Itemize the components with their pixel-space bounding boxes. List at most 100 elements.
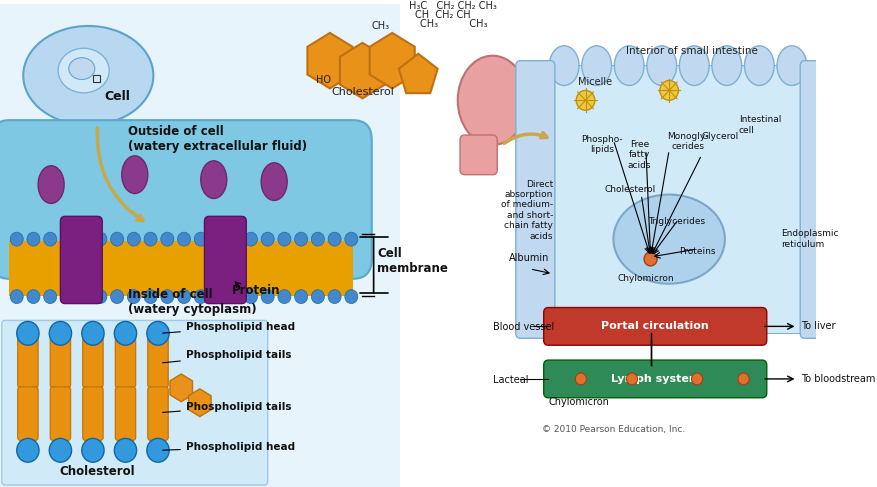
- Circle shape: [144, 290, 157, 303]
- Text: CH₃: CH₃: [371, 21, 389, 31]
- Text: Lacteal: Lacteal: [492, 375, 527, 385]
- Circle shape: [111, 232, 124, 246]
- Circle shape: [44, 290, 57, 303]
- Text: © 2010 Pearson Education, Inc.: © 2010 Pearson Education, Inc.: [541, 426, 684, 434]
- Ellipse shape: [613, 194, 724, 284]
- Circle shape: [227, 232, 240, 246]
- Text: Protein: Protein: [232, 283, 281, 297]
- FancyBboxPatch shape: [204, 216, 246, 303]
- Ellipse shape: [23, 26, 153, 125]
- FancyBboxPatch shape: [50, 387, 70, 440]
- Text: HO: HO: [316, 75, 331, 85]
- Circle shape: [77, 290, 90, 303]
- Ellipse shape: [679, 46, 709, 85]
- FancyBboxPatch shape: [548, 66, 806, 333]
- Circle shape: [160, 290, 174, 303]
- Text: Cell
membrane: Cell membrane: [377, 247, 447, 275]
- FancyBboxPatch shape: [460, 135, 496, 175]
- Ellipse shape: [581, 46, 611, 85]
- Bar: [93, 75, 100, 82]
- FancyBboxPatch shape: [50, 334, 70, 388]
- Ellipse shape: [58, 48, 109, 93]
- Circle shape: [94, 290, 107, 303]
- Text: CH  CH₂ CH: CH CH₂ CH: [415, 10, 471, 20]
- Circle shape: [311, 290, 324, 303]
- FancyBboxPatch shape: [147, 334, 168, 388]
- FancyBboxPatch shape: [437, 4, 815, 487]
- Circle shape: [660, 80, 678, 100]
- Circle shape: [194, 290, 207, 303]
- FancyBboxPatch shape: [82, 387, 103, 440]
- Ellipse shape: [614, 46, 644, 85]
- FancyBboxPatch shape: [147, 387, 168, 440]
- Circle shape: [328, 232, 340, 246]
- Ellipse shape: [549, 46, 578, 85]
- Text: Outside of cell
(watery extracellular fluid): Outside of cell (watery extracellular fl…: [128, 125, 307, 153]
- Circle shape: [345, 232, 358, 246]
- Circle shape: [644, 252, 656, 266]
- Circle shape: [210, 232, 224, 246]
- Circle shape: [144, 232, 157, 246]
- Circle shape: [61, 290, 74, 303]
- Circle shape: [127, 290, 140, 303]
- Circle shape: [82, 321, 104, 345]
- Text: Chylomicron: Chylomicron: [548, 397, 609, 407]
- Circle shape: [278, 232, 290, 246]
- Circle shape: [77, 232, 90, 246]
- Circle shape: [260, 290, 274, 303]
- Circle shape: [114, 438, 137, 462]
- Text: Phospholipid tails: Phospholipid tails: [162, 402, 291, 412]
- Text: Cholesterol: Cholesterol: [331, 87, 394, 97]
- Text: Interior of small intestine: Interior of small intestine: [624, 46, 757, 56]
- Ellipse shape: [260, 163, 287, 201]
- Text: Cell: Cell: [104, 90, 130, 103]
- Text: H₃C   CH₂ CH₂ CH₃: H₃C CH₂ CH₂ CH₃: [409, 1, 496, 11]
- Circle shape: [227, 290, 240, 303]
- Circle shape: [210, 290, 224, 303]
- Text: Free
fatty
acids: Free fatty acids: [627, 140, 651, 170]
- Circle shape: [111, 290, 124, 303]
- Circle shape: [194, 232, 207, 246]
- FancyBboxPatch shape: [18, 387, 38, 440]
- Circle shape: [61, 232, 74, 246]
- Circle shape: [625, 373, 637, 385]
- Text: Cholesterol: Cholesterol: [604, 185, 655, 194]
- Text: Endoplasmic
reticulum: Endoplasmic reticulum: [780, 229, 838, 249]
- Circle shape: [44, 232, 57, 246]
- Circle shape: [49, 321, 72, 345]
- Ellipse shape: [711, 46, 741, 85]
- Text: Phospholipid head: Phospholipid head: [162, 322, 295, 333]
- Circle shape: [114, 321, 137, 345]
- Circle shape: [146, 438, 169, 462]
- Text: Phospho-
lipids: Phospho- lipids: [581, 135, 623, 154]
- Circle shape: [328, 290, 340, 303]
- Circle shape: [177, 232, 190, 246]
- Circle shape: [11, 290, 23, 303]
- Text: To liver: To liver: [800, 321, 835, 331]
- FancyBboxPatch shape: [799, 61, 837, 338]
- Circle shape: [146, 321, 169, 345]
- FancyBboxPatch shape: [10, 268, 353, 296]
- Circle shape: [11, 232, 23, 246]
- Circle shape: [691, 373, 702, 385]
- Text: CH₃          CH₃: CH₃ CH₃: [419, 19, 487, 29]
- Text: Proteins: Proteins: [678, 247, 715, 256]
- Circle shape: [295, 232, 307, 246]
- Text: Lymph system: Lymph system: [610, 374, 699, 384]
- Ellipse shape: [457, 56, 527, 145]
- FancyBboxPatch shape: [0, 4, 399, 487]
- Circle shape: [574, 373, 586, 385]
- FancyBboxPatch shape: [0, 120, 371, 279]
- Circle shape: [94, 232, 107, 246]
- Text: To bloodstream: To bloodstream: [800, 374, 874, 384]
- Ellipse shape: [744, 46, 774, 85]
- Text: Monogly-
cerides: Monogly- cerides: [667, 132, 708, 151]
- FancyBboxPatch shape: [82, 334, 103, 388]
- Circle shape: [82, 438, 104, 462]
- Text: Glycerol: Glycerol: [701, 132, 738, 141]
- Text: Portal circulation: Portal circulation: [601, 321, 709, 331]
- FancyBboxPatch shape: [515, 61, 554, 338]
- FancyBboxPatch shape: [61, 216, 102, 303]
- Ellipse shape: [776, 46, 806, 85]
- Text: Albumin: Albumin: [509, 253, 549, 263]
